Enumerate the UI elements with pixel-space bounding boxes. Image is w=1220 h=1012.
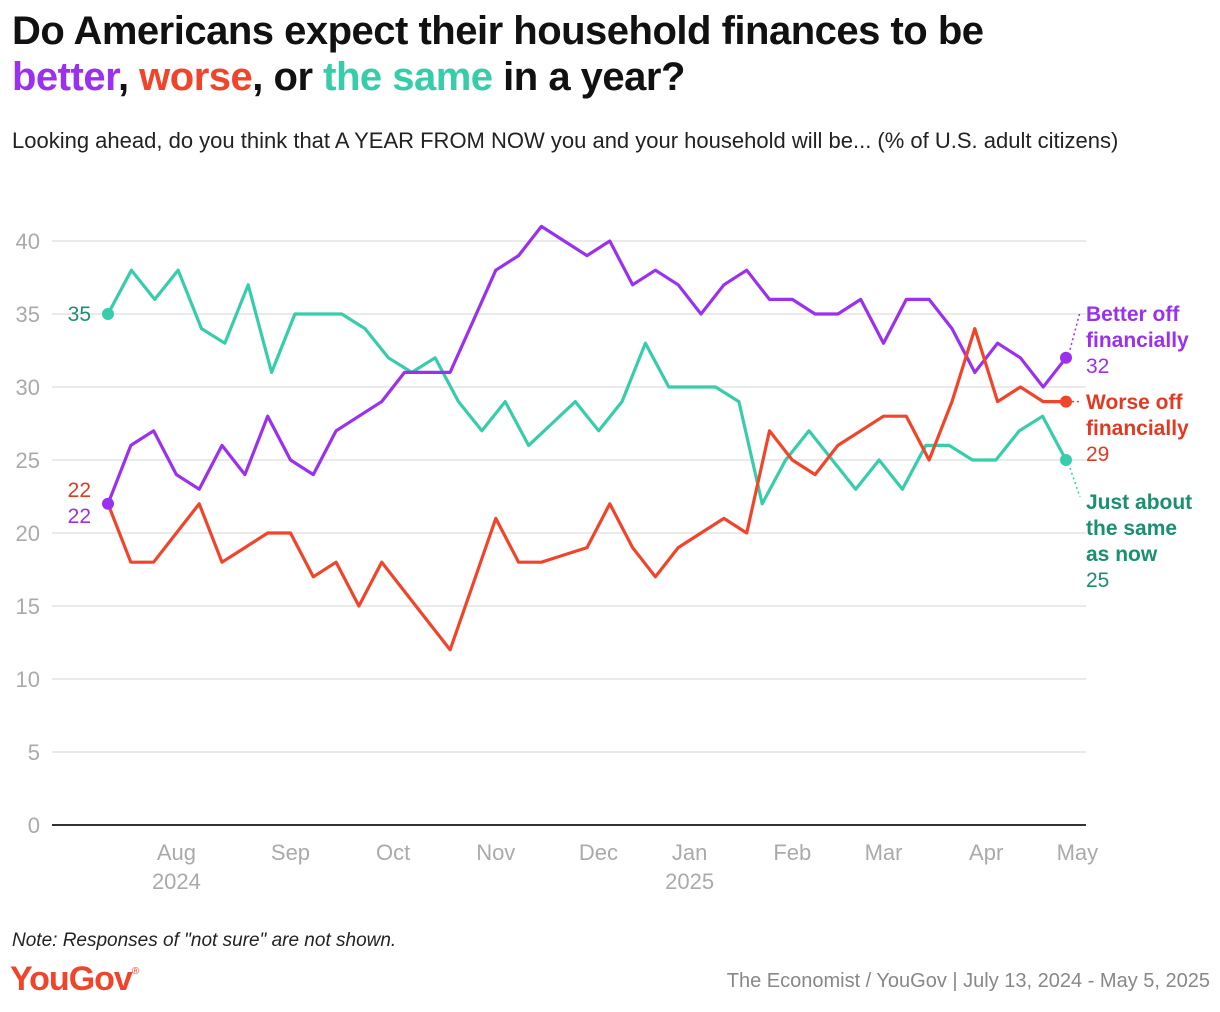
end-point-better — [1060, 351, 1072, 364]
x-tick-label: Aug — [157, 840, 196, 865]
x-tick-year: 2025 — [665, 869, 714, 894]
end-point-worse — [1060, 395, 1072, 408]
title-worse: worse — [139, 55, 253, 99]
start-label-better: 22 — [68, 505, 91, 528]
chart-title: Do Americans expect their household fina… — [12, 8, 1212, 100]
chart-subtitle: Looking ahead, do you think that A YEAR … — [12, 128, 1119, 153]
end-name-worse: Worse off — [1086, 391, 1183, 414]
end-name-same: as now — [1086, 543, 1158, 566]
x-tick-label: Mar — [865, 840, 903, 865]
x-tick-label: May — [1057, 840, 1099, 865]
title-end: in a year? — [492, 55, 685, 99]
y-tick-label: 20 — [16, 521, 40, 546]
chart-note: Note: Responses of "not sure" are not sh… — [12, 930, 397, 951]
series-lines — [102, 224, 1072, 652]
x-tick-label: Nov — [476, 840, 515, 865]
x-tick-label: Oct — [376, 840, 410, 865]
gridlines: 0 5 10 15 20 25 30 35 40 — [16, 229, 1086, 838]
yougov-logo: YouGov® — [10, 960, 139, 999]
y-tick-label: 30 — [16, 375, 40, 400]
connector-better — [1069, 311, 1081, 350]
connector-same — [1069, 467, 1081, 498]
registered-mark: ® — [131, 966, 139, 977]
end-value-better: 32 — [1086, 355, 1109, 378]
title-sep1: , — [117, 55, 140, 99]
series-line-better — [106, 224, 1068, 506]
end-value-worse: 29 — [1086, 443, 1109, 466]
y-tick-label: 15 — [16, 594, 40, 619]
start-label-worse: 22 — [68, 479, 91, 502]
series-line-same — [106, 268, 1068, 506]
x-tick-label: Jan — [672, 840, 707, 865]
title-line1: Do Americans expect their household fina… — [12, 9, 984, 53]
y-tick-label: 40 — [16, 229, 40, 254]
end-name-same: the same — [1086, 517, 1177, 540]
x-tick-label: Dec — [579, 840, 618, 865]
x-tick-label: Feb — [773, 840, 811, 865]
series-labels: 35 22 22 Better off financially 32 Worse off fi… — [68, 303, 1193, 592]
logo-text: YouGov — [10, 960, 133, 998]
start-point-better — [102, 497, 114, 510]
x-axis: Aug 2024 Sep Oct Nov Dec Jan 2025 Feb Mar Apr May — [52, 824, 1099, 894]
end-value-same: 25 — [1086, 569, 1109, 592]
start-point-same — [102, 308, 114, 320]
chart-source: The Economist / YouGov | July 13, 2024 -… — [726, 970, 1210, 992]
end-name-same: Just about — [1086, 491, 1192, 514]
end-name-worse: financially — [1086, 417, 1189, 440]
series-line-worse — [106, 327, 1068, 652]
x-tick-label: Sep — [271, 840, 310, 865]
y-tick-label: 25 — [16, 448, 40, 473]
y-tick-label: 5 — [28, 740, 40, 765]
title-better: better — [12, 55, 118, 99]
title-same: the same — [323, 55, 493, 99]
y-tick-label: 10 — [16, 667, 40, 692]
start-label-same: 35 — [68, 303, 91, 326]
x-tick-label: Apr — [969, 840, 1003, 865]
end-name-better: Better off — [1086, 303, 1180, 326]
end-point-same — [1060, 454, 1072, 466]
y-tick-label: 35 — [16, 302, 40, 327]
x-tick-year: 2024 — [152, 869, 201, 894]
end-name-better: financially — [1086, 329, 1189, 352]
title-sep2: , or — [252, 55, 324, 99]
y-tick-label: 0 — [28, 813, 40, 838]
